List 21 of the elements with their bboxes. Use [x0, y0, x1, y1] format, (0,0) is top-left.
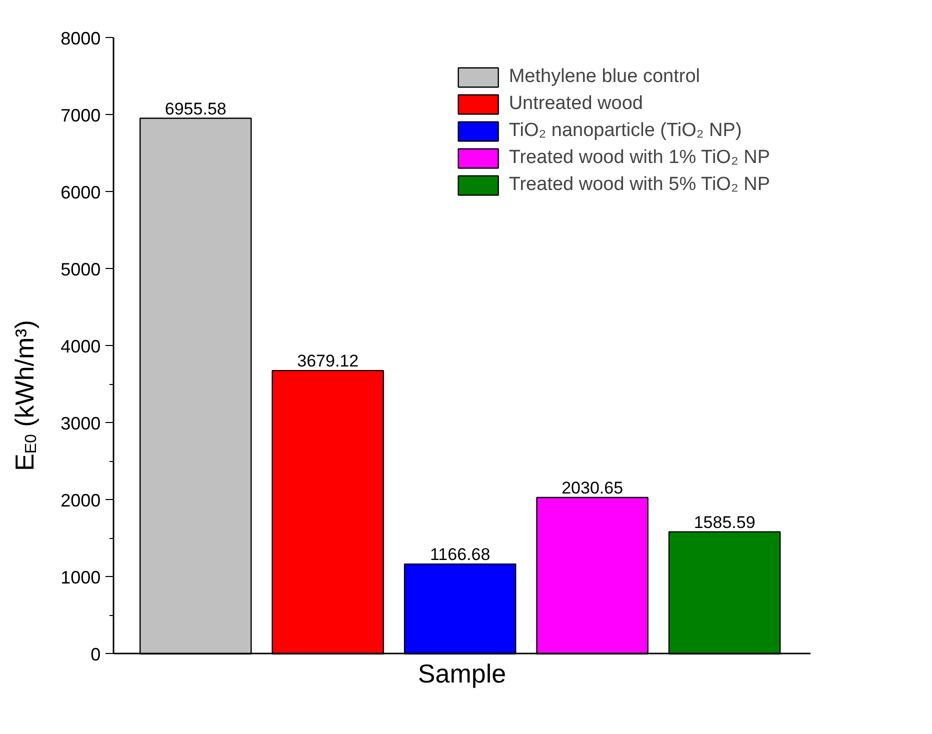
legend-label: TiO₂ nanoparticle (TiO₂ NP) [508, 120, 742, 142]
y-tick-label: 3000 [60, 413, 101, 434]
y-tick-label: 5000 [60, 259, 101, 280]
data-label: 2030.65 [562, 478, 624, 498]
data-label: 1166.68 [430, 545, 490, 564]
y-tick-label: 8000 [60, 28, 101, 48]
y-tick-label: 7000 [60, 105, 101, 126]
data-label: 6955.58 [164, 99, 226, 118]
legend-label: Methylene blue control [508, 66, 700, 88]
legend-label: Untreated wood [508, 93, 643, 115]
legend-label: Treated wood with 1% TiO₂ NP [508, 147, 770, 169]
y-axis-title: EE0 (kWh/m³) [10, 320, 40, 471]
x-axis-title: Sample [418, 658, 506, 688]
y-tick-label: 6000 [60, 182, 101, 202]
y-tick-label: 2000 [60, 490, 101, 510]
y-tick-label: 0 [90, 644, 101, 664]
data-label: 3679.12 [297, 352, 359, 371]
data-label: 1585.59 [694, 512, 756, 532]
y-tick-label: 1000 [60, 567, 101, 588]
y-tick-label: 4000 [60, 336, 101, 356]
legend-label: Treated wood with 5% TiO₂ NP [508, 174, 770, 196]
